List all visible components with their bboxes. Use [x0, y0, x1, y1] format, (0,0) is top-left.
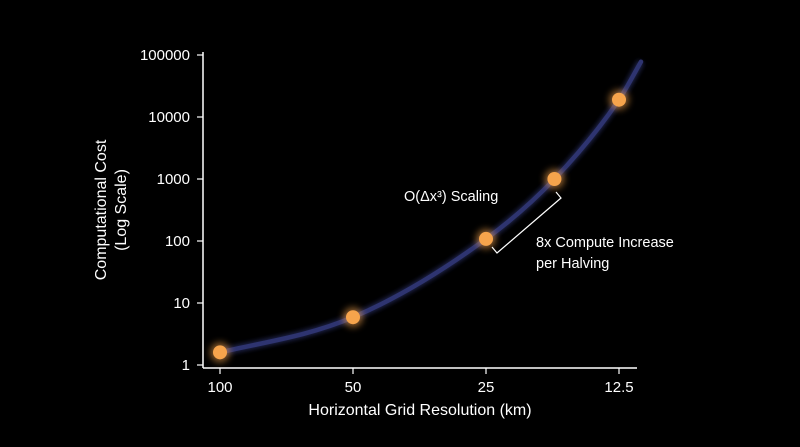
data-point — [547, 172, 562, 186]
data-point — [346, 310, 360, 325]
increase-annotation-line1: 8x Compute Increase — [536, 235, 674, 251]
x-tick-label: 12.5 — [604, 379, 633, 396]
x-tick-label: 25 — [478, 379, 495, 396]
x-ticks: 100 50 25 12.5 — [207, 368, 634, 396]
y-axis-title-line1: Computational Cost — [93, 139, 110, 280]
data-points — [210, 89, 629, 363]
y-tick-label: 100000 — [140, 47, 190, 64]
y-tick-label: 1 — [182, 357, 190, 374]
y-tick-label: 10000 — [148, 109, 190, 126]
data-point — [612, 92, 626, 107]
increase-annotation-line2: per Halving — [536, 256, 609, 272]
y-tick-label: 10 — [173, 295, 190, 312]
cost-curve — [215, 59, 644, 355]
x-tick-label: 100 — [207, 379, 232, 396]
data-point — [479, 231, 493, 246]
halving-bracket — [491, 191, 562, 254]
x-axis-title: Horizontal Grid Resolution (km) — [308, 402, 531, 419]
y-tick-label: 1000 — [157, 171, 190, 188]
scaling-annotation: O(Δx³) Scaling — [404, 189, 498, 205]
x-tick-label: 50 — [345, 379, 362, 396]
cost-curve-glow — [217, 59, 645, 357]
y-ticks: 1 10 100 1000 10000 100000 — [140, 47, 203, 374]
axes — [202, 52, 637, 369]
y-tick-label: 100 — [165, 233, 190, 250]
y-axis-title-line2: (Log Scale) — [113, 169, 130, 251]
data-point — [213, 345, 227, 360]
